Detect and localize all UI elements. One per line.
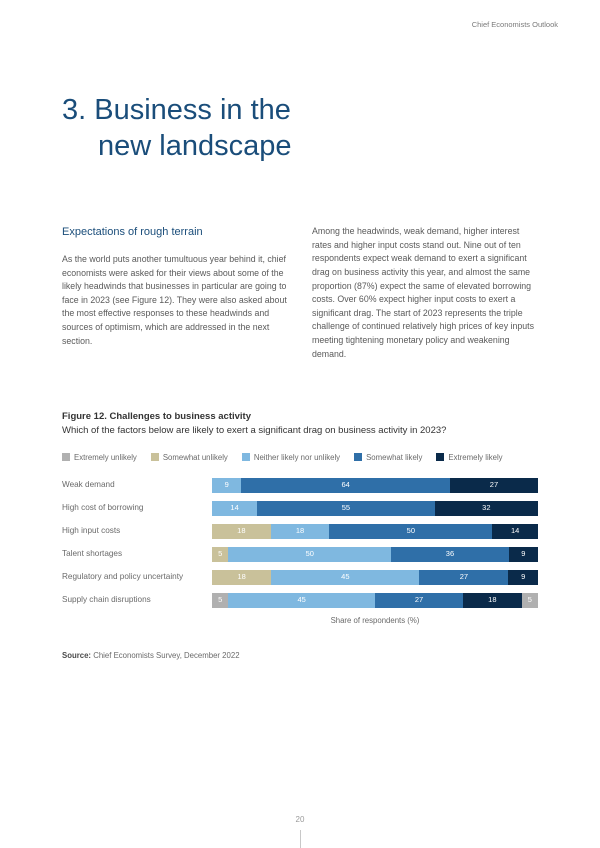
row-label: Supply chain disruptions [62, 594, 212, 606]
legend-item: Neither likely nor unlikely [242, 452, 340, 463]
bar-segment: 18 [463, 593, 522, 608]
figure-title-bold: Figure 12. Challenges to business activi… [62, 411, 251, 422]
source-label: Source: [62, 651, 91, 660]
bar-segment: 5 [212, 593, 228, 608]
row-label: High cost of borrowing [62, 502, 212, 514]
figure-title: Figure 12. Challenges to business activi… [62, 410, 538, 438]
legend-swatch [242, 453, 250, 461]
stacked-bar: 54527185 [212, 593, 538, 608]
bar-segment: 27 [419, 570, 508, 585]
legend-swatch [62, 453, 70, 461]
bar-segment: 9 [212, 478, 241, 493]
right-column: Among the headwinds, weak demand, higher… [312, 225, 538, 361]
bar-segment: 9 [509, 547, 538, 562]
bar-segment: 32 [435, 501, 538, 516]
row-label: High input costs [62, 525, 212, 537]
x-axis-label: Share of respondents (%) [62, 615, 538, 626]
body-columns: Expectations of rough terrain As the wor… [62, 225, 538, 361]
legend-label: Somewhat unlikely [163, 452, 228, 463]
left-column: Expectations of rough terrain As the wor… [62, 225, 288, 361]
chart-row: Talent shortages550369 [62, 546, 538, 563]
bar-segment: 55 [257, 501, 435, 516]
title-line-2: new landscape [62, 128, 291, 164]
stacked-bar: 1845279 [212, 570, 538, 585]
legend-item: Extremely likely [436, 452, 502, 463]
legend-label: Neither likely nor unlikely [254, 452, 340, 463]
legend-swatch [436, 453, 444, 461]
chart-row: Supply chain disruptions54527185 [62, 592, 538, 609]
chart-row: High cost of borrowing145532 [62, 500, 538, 517]
bar-segment: 50 [329, 524, 492, 539]
bar-segment: 18 [212, 524, 271, 539]
bar-segment: 50 [228, 547, 391, 562]
stacked-bar: 550369 [212, 547, 538, 562]
bar-segment: 45 [228, 593, 375, 608]
bar-segment: 64 [241, 478, 450, 493]
row-label: Regulatory and policy uncertainty [62, 571, 212, 583]
legend-swatch [151, 453, 159, 461]
legend-item: Extremely unlikely [62, 452, 137, 463]
row-label: Talent shortages [62, 548, 212, 560]
chart-row: Weak demand96427 [62, 477, 538, 494]
title-line-1: 3. Business in the [62, 94, 291, 126]
stacked-bar: 145532 [212, 501, 538, 516]
bar-segment: 45 [271, 570, 419, 585]
bar-segment: 18 [271, 524, 330, 539]
page-number: 20 [0, 814, 600, 826]
legend-swatch [354, 453, 362, 461]
legend-item: Somewhat likely [354, 452, 422, 463]
bar-segment: 27 [375, 593, 463, 608]
bar-segment: 5 [212, 547, 228, 562]
chart-row: Regulatory and policy uncertainty1845279 [62, 569, 538, 586]
stacked-bar: 18185014 [212, 524, 538, 539]
figure-12: Figure 12. Challenges to business activi… [62, 410, 538, 661]
legend-label: Somewhat likely [366, 452, 422, 463]
bar-segment: 27 [450, 478, 538, 493]
legend-label: Extremely unlikely [74, 452, 137, 463]
left-paragraph: As the world puts another tumultuous yea… [62, 253, 288, 348]
figure-title-rest: Which of the factors below are likely to… [62, 425, 446, 436]
source-text: Chief Economists Survey, December 2022 [91, 651, 240, 660]
bar-segment: 18 [212, 570, 271, 585]
section-subhead: Expectations of rough terrain [62, 225, 288, 241]
bar-segment: 9 [508, 570, 538, 585]
legend-label: Extremely likely [448, 452, 502, 463]
page-tick [300, 830, 301, 848]
figure-source: Source: Chief Economists Survey, Decembe… [62, 650, 538, 661]
right-paragraph: Among the headwinds, weak demand, higher… [312, 225, 538, 361]
chart-row: High input costs18185014 [62, 523, 538, 540]
stacked-bar-chart: Weak demand96427High cost of borrowing14… [62, 477, 538, 609]
chart-legend: Extremely unlikely Somewhat unlikely Neith… [62, 452, 538, 463]
bar-segment: 5 [522, 593, 538, 608]
row-label: Weak demand [62, 479, 212, 491]
chapter-title: 3. Business in the new landscape [62, 92, 291, 165]
header-label: Chief Economists Outlook [472, 20, 558, 31]
bar-segment: 14 [212, 501, 257, 516]
stacked-bar: 96427 [212, 478, 538, 493]
legend-item: Somewhat unlikely [151, 452, 228, 463]
bar-segment: 14 [492, 524, 538, 539]
bar-segment: 36 [391, 547, 508, 562]
